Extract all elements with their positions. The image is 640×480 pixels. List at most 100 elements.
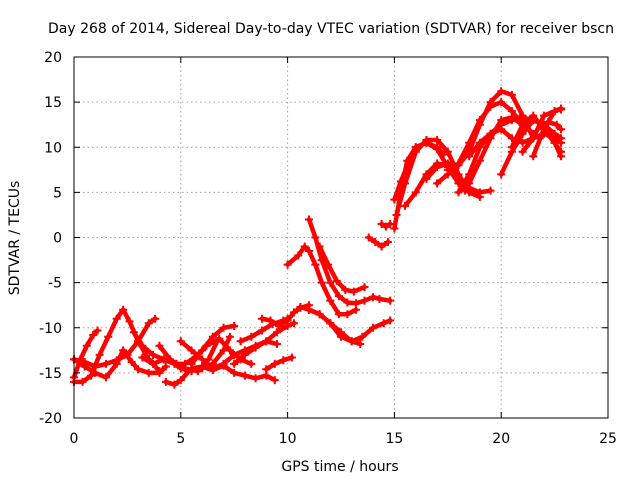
chart-title: Day 268 of 2014, Sidereal Day-to-day VTE… bbox=[48, 21, 614, 37]
data-point bbox=[360, 296, 369, 305]
data-point bbox=[247, 359, 256, 368]
data-point bbox=[262, 337, 271, 346]
data-point bbox=[155, 341, 164, 350]
data-point bbox=[507, 90, 516, 99]
data-point bbox=[87, 371, 96, 380]
data-point bbox=[198, 355, 207, 364]
data-point bbox=[326, 319, 335, 328]
data-point bbox=[112, 356, 121, 365]
data-point bbox=[557, 152, 566, 161]
data-point bbox=[230, 368, 239, 377]
data-point bbox=[219, 323, 228, 332]
data-point bbox=[358, 332, 367, 341]
data-series-layer bbox=[70, 87, 566, 389]
data-point bbox=[236, 337, 245, 346]
data-series bbox=[187, 321, 239, 368]
data-point bbox=[369, 293, 378, 302]
data-point bbox=[208, 332, 217, 341]
data-point bbox=[557, 105, 566, 114]
data-point bbox=[422, 138, 431, 147]
data-point bbox=[529, 152, 538, 161]
data-series bbox=[443, 113, 527, 188]
data-point bbox=[272, 328, 281, 337]
series-line bbox=[263, 355, 295, 372]
data-point bbox=[251, 374, 260, 383]
y-tick-label: 0 bbox=[53, 231, 62, 247]
data-point bbox=[155, 367, 164, 376]
data-point bbox=[208, 364, 217, 373]
data-point bbox=[170, 380, 179, 389]
data-point bbox=[82, 341, 91, 350]
data-point bbox=[454, 159, 463, 168]
data-point bbox=[360, 283, 369, 292]
data-point bbox=[557, 125, 566, 134]
data-point bbox=[454, 174, 463, 183]
y-tick-label: -20 bbox=[39, 411, 62, 427]
data-point bbox=[257, 314, 266, 323]
data-point bbox=[251, 343, 260, 352]
data-point bbox=[257, 326, 266, 335]
data-point bbox=[176, 337, 185, 346]
data-point bbox=[433, 143, 442, 152]
data-point bbox=[454, 188, 463, 197]
data-point bbox=[377, 219, 386, 228]
data-point bbox=[392, 210, 401, 219]
data-point bbox=[283, 260, 292, 269]
data-point bbox=[270, 359, 279, 368]
data-point bbox=[486, 102, 495, 111]
data-point bbox=[112, 314, 121, 323]
data-point bbox=[443, 147, 452, 156]
series-line bbox=[366, 235, 391, 249]
data-point bbox=[272, 339, 281, 348]
data-point bbox=[497, 98, 506, 107]
data-point bbox=[422, 174, 431, 183]
data-point bbox=[151, 314, 160, 323]
data-point bbox=[166, 355, 175, 364]
data-point bbox=[102, 359, 111, 368]
data-series bbox=[364, 233, 392, 251]
data-point bbox=[356, 339, 365, 348]
data-point bbox=[343, 298, 352, 307]
data-point bbox=[95, 350, 104, 359]
data-point bbox=[347, 337, 356, 346]
data-series bbox=[315, 242, 369, 296]
data-point bbox=[507, 116, 516, 125]
data-point bbox=[497, 125, 506, 134]
x-tick-label: 15 bbox=[385, 431, 403, 447]
series-line bbox=[285, 244, 359, 317]
data-point bbox=[138, 341, 147, 350]
data-point bbox=[529, 111, 538, 120]
data-point bbox=[80, 358, 89, 367]
data-point bbox=[149, 359, 158, 368]
data-point bbox=[187, 359, 196, 368]
data-point bbox=[300, 242, 309, 251]
data-point bbox=[134, 365, 143, 374]
data-point bbox=[486, 186, 495, 195]
data-point bbox=[283, 316, 292, 325]
data-point bbox=[311, 260, 320, 269]
data-point bbox=[396, 177, 405, 186]
data-point bbox=[125, 317, 134, 326]
data-point bbox=[219, 346, 228, 355]
data-point bbox=[240, 350, 249, 359]
x-tick-label: 20 bbox=[492, 431, 510, 447]
data-point bbox=[332, 276, 341, 285]
data-point bbox=[386, 219, 395, 228]
data-point bbox=[230, 321, 239, 330]
data-point bbox=[119, 305, 128, 314]
data-point bbox=[304, 215, 313, 224]
data-point bbox=[518, 147, 527, 156]
x-tick-label: 10 bbox=[279, 431, 297, 447]
data-point bbox=[475, 188, 484, 197]
data-point bbox=[230, 350, 239, 359]
x-tick-label: 5 bbox=[176, 431, 185, 447]
data-point bbox=[497, 170, 506, 179]
data-point bbox=[149, 350, 158, 359]
y-axis-label: SDTVAR / TECUs bbox=[7, 181, 23, 296]
data-point bbox=[187, 346, 196, 355]
data-point bbox=[433, 136, 442, 145]
data-series bbox=[230, 319, 299, 368]
data-point bbox=[304, 247, 313, 256]
